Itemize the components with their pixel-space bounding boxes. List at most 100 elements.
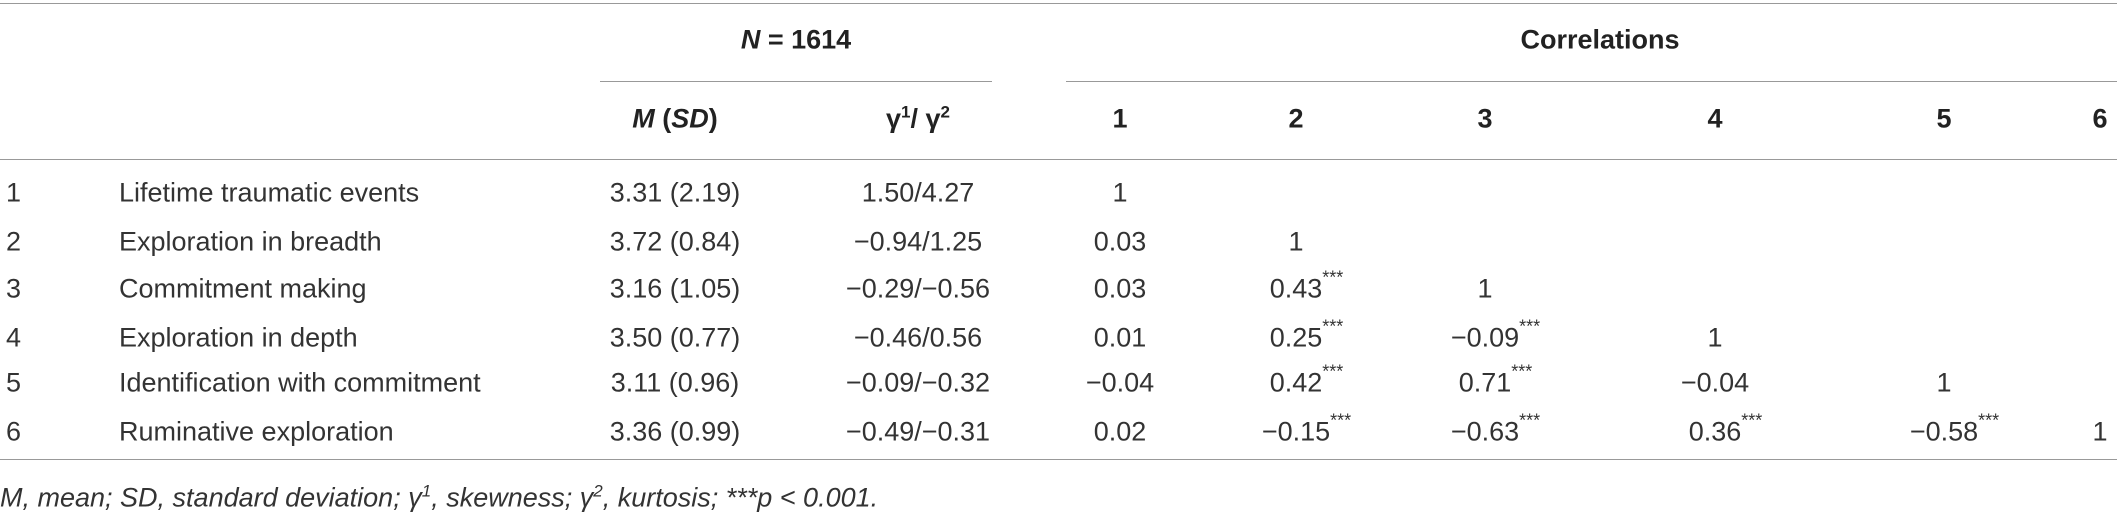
column-header: 2 xyxy=(1288,103,1304,134)
cell-value: 1 xyxy=(1477,273,1493,304)
cell: 3.16 (1.05) xyxy=(609,273,741,304)
text-segment: / γ xyxy=(910,103,941,134)
cell: 3.36 (0.99) xyxy=(609,416,741,447)
cell: −0.09/−0.32 xyxy=(845,367,991,398)
cell: 0.71 *** xyxy=(1458,362,1533,399)
cell: −0.63 *** xyxy=(1450,411,1540,448)
row-number: 2 xyxy=(6,226,22,257)
cell-value: −0.15 xyxy=(1261,416,1331,447)
cell: 1 xyxy=(1477,274,1492,305)
text-segment: 2 xyxy=(940,102,950,122)
cell: 1 xyxy=(1707,323,1722,354)
cell: 3.31 (2.19) xyxy=(609,177,741,208)
text-segment: , kurtosis; ***p < 0.001. xyxy=(602,482,879,513)
cell: 1 xyxy=(2092,417,2107,448)
cell: 0.03 xyxy=(1094,274,1147,305)
text-segment: Correlations xyxy=(1520,24,1680,55)
group-header: Correlations xyxy=(1520,25,1679,56)
cell: 0.25 *** xyxy=(1269,317,1344,354)
cell-value: 1 xyxy=(1288,226,1304,257)
text-segment: ( xyxy=(654,103,672,134)
cell: 3.72 (0.84) xyxy=(609,226,741,257)
cell: 0.42 *** xyxy=(1269,362,1344,399)
significance: *** xyxy=(1511,361,1533,382)
cell: −0.09 *** xyxy=(1450,317,1540,354)
cell-value: −0.09 xyxy=(1450,322,1520,353)
row-label: Identification with commitment xyxy=(119,367,481,398)
cell: −0.94/1.25 xyxy=(853,226,983,257)
row-label: Lifetime traumatic events xyxy=(119,177,420,208)
significance: *** xyxy=(1519,410,1541,431)
significance: *** xyxy=(1322,316,1344,337)
text-segment: ) xyxy=(708,103,718,134)
significance: *** xyxy=(1519,316,1541,337)
cell-value: −0.58 xyxy=(1909,416,1979,447)
cell-value: 0.03 xyxy=(1093,226,1147,257)
cell-value: 0.42 xyxy=(1269,367,1323,398)
row-label: Ruminative exploration xyxy=(119,416,394,447)
bottom-rule xyxy=(0,459,2117,460)
cell: 0.03 xyxy=(1094,227,1147,258)
cell: −0.04 xyxy=(1086,368,1154,399)
cell: 1 xyxy=(1112,178,1127,209)
row-number: 1 xyxy=(6,177,22,208)
column-header: 4 xyxy=(1707,103,1723,134)
cell-value: 0.71 xyxy=(1458,367,1512,398)
cell-value: −0.04 xyxy=(1680,367,1750,398)
row-number: 4 xyxy=(6,322,22,353)
row-number: 5 xyxy=(6,367,22,398)
column-header: 6 xyxy=(2092,103,2108,134)
significance: *** xyxy=(1978,410,2000,431)
cell-value: −0.63 xyxy=(1450,416,1520,447)
row-label: Commitment making xyxy=(119,273,367,304)
cell: 0.36 *** xyxy=(1688,411,1763,448)
table-note: M, mean; SD, standard deviation; γ1, ske… xyxy=(0,483,878,514)
cell-value: 0.36 xyxy=(1688,416,1742,447)
text-segment: 1 xyxy=(421,481,432,501)
cell: 0.43 *** xyxy=(1269,268,1344,305)
cell-value: 0.01 xyxy=(1093,322,1147,353)
significance: *** xyxy=(1741,410,1763,431)
cell: 0.02 xyxy=(1094,417,1147,448)
cell-value: 0.03 xyxy=(1093,273,1147,304)
group-rule xyxy=(600,81,992,82)
cell-value: 1 xyxy=(1707,322,1723,353)
cell-value: −0.04 xyxy=(1085,367,1155,398)
text-segment: SD xyxy=(671,103,709,134)
cell-value: 0.43 xyxy=(1269,273,1323,304)
cell: 1 xyxy=(1288,227,1303,258)
column-header: γ1/ γ2 xyxy=(886,104,950,135)
text-segment: M, mean; SD, standard deviation; γ xyxy=(0,482,422,513)
header-rule xyxy=(0,159,2117,160)
text-segment: N xyxy=(740,24,761,55)
text-segment: 1 xyxy=(901,102,911,122)
cell-value: 0.25 xyxy=(1269,322,1323,353)
cell: 1 xyxy=(1936,368,1951,399)
column-header: 5 xyxy=(1936,103,1952,134)
cell: −0.46/0.56 xyxy=(853,322,983,353)
cell: −0.58 *** xyxy=(1909,411,1999,448)
row-number: 3 xyxy=(6,273,22,304)
cell: 3.50 (0.77) xyxy=(609,322,741,353)
cell: 0.01 xyxy=(1094,323,1147,354)
text-segment: γ xyxy=(886,103,902,134)
cell: 1.50/4.27 xyxy=(861,177,975,208)
cell: −0.04 xyxy=(1681,368,1749,399)
cell-value: 1 xyxy=(2092,416,2108,447)
group-rule xyxy=(1066,81,2117,82)
cell: −0.29/−0.56 xyxy=(845,273,991,304)
significance: *** xyxy=(1322,267,1344,288)
top-rule xyxy=(0,3,2117,4)
row-number: 6 xyxy=(6,416,22,447)
column-header: 1 xyxy=(1112,103,1128,134)
cell: 3.11 (0.96) xyxy=(610,367,740,398)
text-segment: = 1614 xyxy=(760,24,852,55)
column-header: M (SD) xyxy=(632,104,718,135)
cell-value: 1 xyxy=(1936,367,1952,398)
row-label: Exploration in depth xyxy=(119,322,358,353)
cell-value: 1 xyxy=(1112,177,1128,208)
column-header: 3 xyxy=(1477,103,1493,134)
row-label: Exploration in breadth xyxy=(119,226,382,257)
text-segment: 2 xyxy=(593,481,603,501)
